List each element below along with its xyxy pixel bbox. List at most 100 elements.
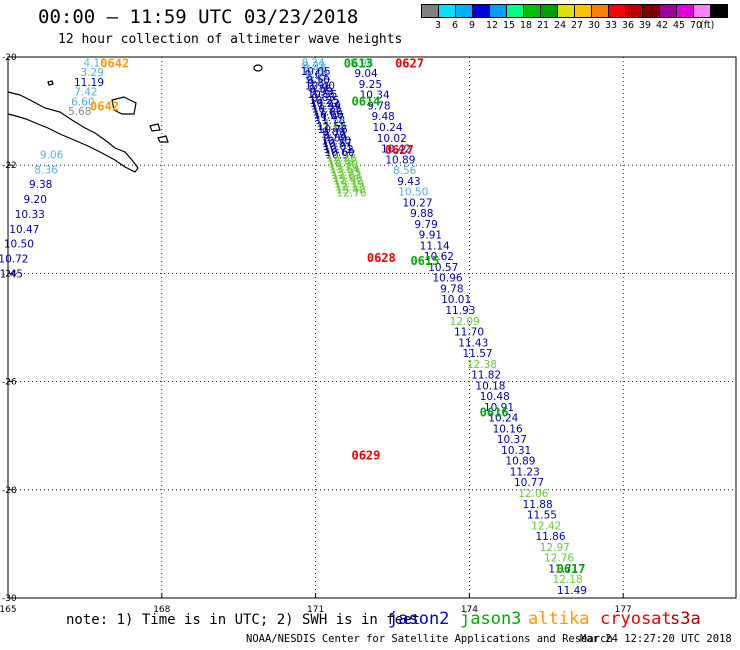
lat-tick-label: -30 <box>2 594 17 604</box>
swh-value: 9.79 <box>323 130 346 142</box>
swh-value: 9.04 <box>354 68 378 80</box>
pass-time: 0627 <box>385 143 414 157</box>
swh-value: 12.18 <box>553 574 583 586</box>
colorbar-swatch <box>523 4 541 18</box>
swh-value: 9.50 <box>306 75 329 87</box>
swh-value: 10.16 <box>493 423 523 435</box>
colorbar-swatch <box>591 4 609 18</box>
track-jason2-a: 8.969.049.2510.349.789.4810.2410.0210.42… <box>350 57 587 596</box>
colorbar-label: 36 <box>622 20 635 31</box>
lat-tick-label: -28 <box>2 486 17 496</box>
map-subtitle: 12 hour collection of altimeter wave hei… <box>58 32 403 47</box>
swh-value: 8.47 <box>306 72 329 84</box>
swh-value: 11.86 <box>313 106 343 118</box>
swh-value: 12.22 <box>326 153 356 165</box>
colorbar-label: 9 <box>469 20 476 31</box>
new-caledonia-coast <box>7 91 139 173</box>
swh-value: 13.54 <box>330 164 360 176</box>
swh-value: 10.97 <box>325 150 355 162</box>
swh-value: 9.06 <box>40 149 64 161</box>
pass-time: 0616 <box>480 405 509 419</box>
swh-value: 10.66 <box>313 109 343 121</box>
swh-value: 10.72 <box>324 144 354 156</box>
swh-value: 10.89 <box>505 456 535 468</box>
colorbar-swatch <box>642 4 660 18</box>
swh-value: 9.56 <box>309 83 333 95</box>
swh-value: 9.25 <box>359 79 382 91</box>
colorbar-swatch <box>540 4 558 18</box>
swh-value: 10.42 <box>381 144 411 156</box>
swh-value: 10.25 <box>309 95 339 107</box>
swh-value: 10.57 <box>428 262 458 274</box>
swh-value: 10.57 <box>322 138 352 150</box>
swh-value: 11.57 <box>463 348 493 360</box>
lon-tick-label: 171 <box>307 605 324 615</box>
swh-value: 12.63 <box>331 170 361 182</box>
swh-value: 10.50 <box>321 135 351 147</box>
colorbar-label: 24 <box>554 20 567 31</box>
swh-value: 10.72 <box>0 254 28 266</box>
swh-value: 10.24 <box>372 122 402 134</box>
swh-value: 13.90 <box>328 158 358 170</box>
swh-value: 12.13 <box>335 181 365 193</box>
swh-value: 11.19 <box>74 77 104 89</box>
swh-value: 10.89 <box>385 154 415 166</box>
swh-value: 11.45 <box>0 268 23 280</box>
swh-value: 12.09 <box>450 316 480 328</box>
colorbar-label: 33 <box>605 20 618 31</box>
map-frame <box>7 56 737 599</box>
islet-coast-1 <box>149 123 161 132</box>
legend-jason2: jason2 <box>388 609 450 629</box>
colorbar-swatch <box>625 4 643 18</box>
colorbar-label: 42 <box>656 20 669 31</box>
swh-value: 9.87 <box>307 78 330 90</box>
swh-value: 10.05 <box>301 66 331 78</box>
swh-value: 10.77 <box>514 477 544 489</box>
islet-coast-3 <box>253 64 263 72</box>
colorbar-unit: (ft) <box>700 20 715 31</box>
colorbar-swatch <box>472 4 490 18</box>
generation-timestamp: Mar 24 12:27:20 UTC 2018 <box>580 633 732 645</box>
track-jason3-a: 8.248.228.4810.059.648.479.509.8710.409.… <box>301 57 367 199</box>
colorbar-label: 27 <box>571 20 584 31</box>
legend-cryosat: cryosat <box>600 609 672 629</box>
lat-tick-label: -24 <box>2 269 17 279</box>
swh-value: 12.52 <box>333 176 363 188</box>
swh-value: 10.96 <box>433 273 463 285</box>
swh-value: 11.71 <box>548 563 578 575</box>
swh-value: 9.79 <box>414 219 437 231</box>
swh-value: 11.39 <box>311 101 341 113</box>
swh-value: 10.50 <box>398 187 428 199</box>
colorbar-label: 6 <box>452 20 459 31</box>
swh-value: 10.02 <box>377 133 407 145</box>
swh-value: 6.60 <box>71 96 94 108</box>
swh-value: 12.06 <box>518 488 548 500</box>
colorbar-swatch <box>421 4 439 18</box>
lon-tick-label: 174 <box>461 605 478 615</box>
swh-value: 11.82 <box>471 370 501 382</box>
swh-value: 8.22 <box>302 60 325 72</box>
swh-value: 12.32 <box>327 156 357 168</box>
swh-value: 11.14 <box>420 240 450 252</box>
swh-value: 13.24 <box>329 161 359 173</box>
swh-value: 10.48 <box>480 391 510 403</box>
swh-value: 13.19 <box>334 179 364 191</box>
swh-value: 9.89 <box>322 127 345 139</box>
swh-value: 8.96 <box>350 57 374 69</box>
pass-time: 0615 <box>410 254 439 268</box>
swh-value: 10.47 <box>9 224 39 236</box>
swh-value: 10.37 <box>497 434 527 446</box>
lon-tick-label: 177 <box>615 605 632 615</box>
pass-time: 0628 <box>367 251 396 265</box>
colorbar-swatch <box>710 4 728 18</box>
pass-time: 0613 <box>344 56 373 70</box>
swh-value: 10.40 <box>305 80 335 92</box>
islet-coast-2 <box>157 135 169 143</box>
swh-value: 10.24 <box>488 413 518 425</box>
swh-value: 10.25 <box>312 104 342 116</box>
swh-value: 9.78 <box>367 100 390 112</box>
pass-time: 0617 <box>557 562 586 576</box>
swh-value: 11.70 <box>454 327 484 339</box>
swh-value: 13.93 <box>330 167 360 179</box>
swh-value: 3.29 <box>80 67 103 79</box>
